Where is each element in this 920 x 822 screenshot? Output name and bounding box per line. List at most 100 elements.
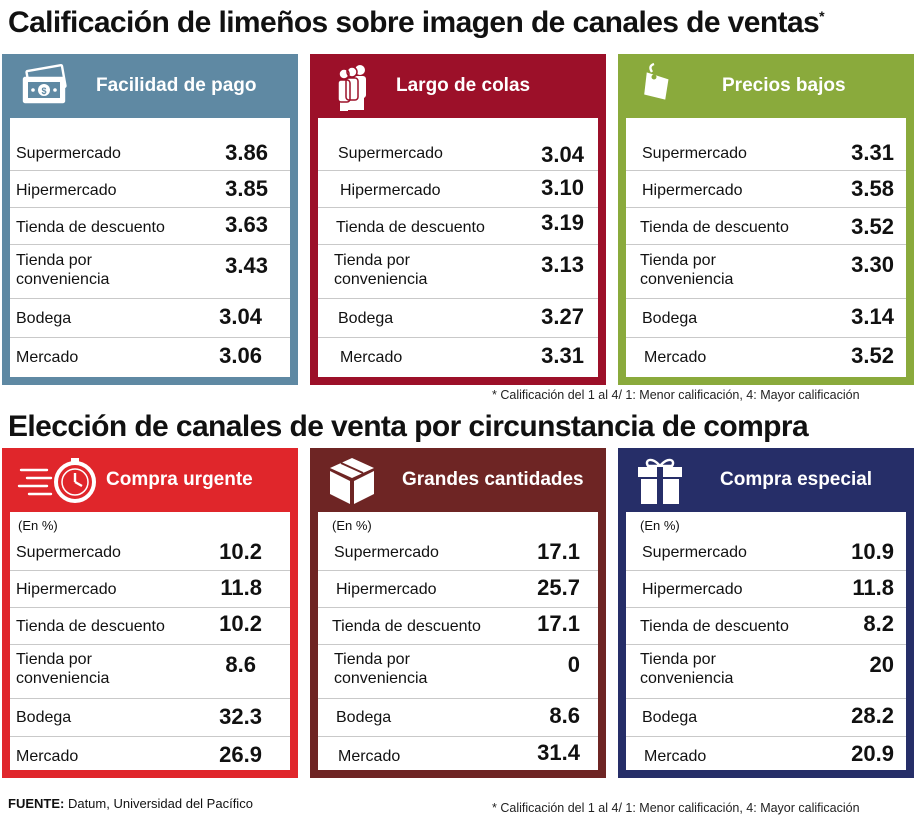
panel-header: Compra especial: [618, 448, 914, 512]
panel-title: Precios bajos: [722, 75, 846, 96]
svg-text:$: $: [41, 86, 46, 96]
panel-body: (En %) Supermercado 10.9 Hipermercado 11…: [626, 512, 906, 770]
row-label: Hipermercado: [336, 581, 437, 598]
fast-clock-icon: [17, 458, 96, 503]
panel-header: $ Facilidad de pago: [2, 54, 298, 118]
row-value: 11.8: [220, 575, 262, 600]
table-row: Bodega 3.04: [10, 298, 290, 338]
row-label: Supermercado: [16, 544, 121, 561]
top-title-mark: *: [819, 8, 824, 24]
row-label: Tienda de descuento: [16, 219, 165, 236]
row-label: Tienda por conveniencia: [334, 252, 428, 288]
row-label: Supermercado: [642, 544, 747, 561]
table-row: Bodega 32.3: [10, 698, 290, 737]
table-row: Tienda por conveniencia 3.30: [626, 244, 906, 299]
row-label: Tienda por conveniencia: [16, 651, 110, 687]
table-row: Hipermercado 11.8: [10, 570, 290, 608]
table-row: Mercado 26.9: [10, 736, 290, 776]
row-value: 3.04: [541, 142, 584, 167]
table-row: Hipermercado 3.85: [10, 170, 290, 208]
table-row: Tienda de descuento 17.1: [318, 607, 598, 645]
row-label: Mercado: [16, 748, 79, 765]
table-row: Tienda por conveniencia 3.13: [318, 244, 598, 299]
table-row: Tienda de descuento 10.2: [10, 607, 290, 645]
box-icon: [330, 458, 374, 504]
row-value: 3.19: [541, 210, 584, 235]
panel-title: Facilidad de pago: [96, 75, 257, 96]
row-label: Tienda de descuento: [332, 618, 481, 635]
row-label: Mercado: [644, 349, 707, 366]
row-label: Hipermercado: [642, 581, 743, 598]
panel-body: Supermercado 3.04 Hipermercado 3.10 Tien…: [318, 118, 598, 377]
gift-icon: [638, 458, 682, 504]
table-row: Mercado 3.31: [318, 337, 598, 377]
panel-colas: Largo de colas Supermercado 3.04 Hiperme…: [310, 54, 606, 385]
row-value: 10.2: [219, 539, 262, 564]
table-row: Mercado 20.9: [626, 736, 906, 776]
unit-label: (En %): [640, 518, 680, 533]
panel-title: Grandes cantidades: [402, 469, 584, 490]
footnote-bottom: * Calificación del 1 al 4/ 1: Menor cali…: [492, 801, 860, 815]
row-value: 28.2: [851, 703, 894, 728]
panel-precios: Precios bajos Supermercado 3.31 Hipermer…: [618, 54, 914, 385]
table-row: Hipermercado 25.7: [318, 570, 598, 608]
row-label: Bodega: [338, 310, 394, 327]
row-value: 3.43: [225, 253, 268, 278]
row-value: 11.8: [852, 575, 894, 600]
row-value: 20: [869, 652, 894, 677]
table-row: Supermercado 10.9: [626, 534, 906, 571]
row-label: Tienda por conveniencia: [640, 252, 734, 288]
table-row: Hipermercado 11.8: [626, 570, 906, 608]
row-value: 20.9: [851, 741, 894, 766]
row-label: Supermercado: [338, 145, 443, 162]
table-row: Mercado 3.06: [10, 337, 290, 377]
row-value: 8.6: [549, 703, 580, 728]
row-label: Mercado: [644, 748, 707, 765]
table-row: Hipermercado 3.10: [318, 170, 598, 208]
row-label: Bodega: [336, 709, 392, 726]
panel-header: Compra urgente: [2, 448, 298, 512]
row-value: 8.2: [863, 611, 894, 636]
top-title-text: Calificación de limeños sobre imagen de …: [8, 6, 820, 39]
row-label: Hipermercado: [16, 581, 117, 598]
source-line: FUENTE: Datum, Universidad del Pacífico: [8, 796, 253, 811]
row-label: Hipermercado: [16, 182, 117, 199]
table-row: Tienda por conveniencia 20: [626, 644, 906, 699]
row-value: 3.04: [219, 304, 262, 329]
row-label: Bodega: [642, 310, 698, 327]
table-row: Tienda de descuento 3.52: [626, 207, 906, 245]
row-value: 3.86: [225, 140, 268, 165]
row-label: Bodega: [16, 310, 72, 327]
row-value: 3.31: [851, 140, 894, 165]
row-value: 3.14: [851, 304, 894, 329]
table-row: Mercado 3.52: [626, 337, 906, 377]
row-label: Mercado: [338, 748, 401, 765]
row-value: 3.63: [225, 212, 268, 237]
row-value: 17.1: [537, 611, 580, 636]
row-label: Tienda de descuento: [336, 219, 485, 236]
row-label: Mercado: [340, 349, 403, 366]
table-row: Tienda por conveniencia 0: [318, 644, 598, 699]
row-value: 0: [567, 652, 580, 677]
row-label: Tienda por conveniencia: [334, 651, 428, 687]
row-value: 3.10: [541, 175, 584, 200]
table-row: Supermercado 17.1: [318, 534, 598, 571]
table-row: Mercado 31.4: [318, 736, 598, 776]
source-label: FUENTE:: [8, 796, 65, 811]
table-row: Bodega 28.2: [626, 698, 906, 737]
table-row: Tienda de descuento 8.2: [626, 607, 906, 645]
money-bills-icon: $: [22, 63, 67, 104]
row-value: 3.06: [219, 343, 262, 368]
row-value: 31.4: [537, 740, 580, 765]
row-label: Tienda de descuento: [16, 618, 165, 635]
row-label: Supermercado: [16, 145, 121, 162]
table-row: Bodega 3.27: [318, 298, 598, 338]
table-row: Hipermercado 3.58: [626, 170, 906, 208]
row-label: Mercado: [16, 349, 79, 366]
row-label: Tienda de descuento: [640, 618, 789, 635]
row-value: 17.1: [537, 539, 580, 564]
table-row: Tienda de descuento 3.19: [318, 207, 598, 245]
table-row: Supermercado 3.04: [318, 134, 598, 171]
row-value: 8.6: [225, 652, 256, 677]
row-label: Supermercado: [334, 544, 439, 561]
